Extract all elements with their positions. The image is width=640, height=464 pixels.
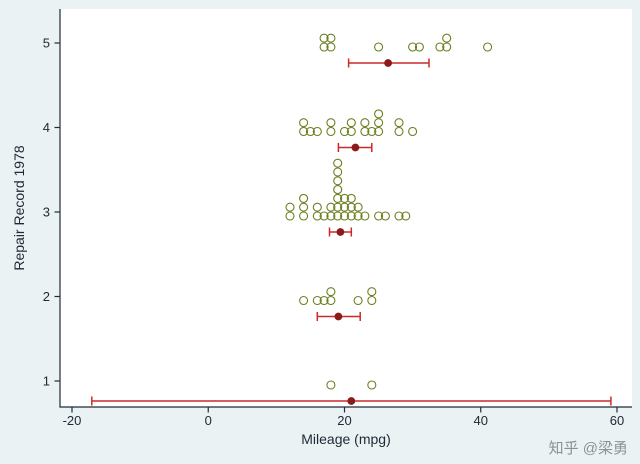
data-point-circle xyxy=(367,295,377,306)
data-point-circle xyxy=(326,33,336,43)
data-point-circle xyxy=(326,118,336,128)
data-point-circle xyxy=(285,211,295,221)
data-point-circle xyxy=(367,380,377,390)
data-point-circle xyxy=(326,211,336,221)
data-point-circle xyxy=(367,287,377,297)
data-point-circle xyxy=(319,33,329,43)
data-point-circle xyxy=(360,126,370,137)
data-point-circle xyxy=(299,126,309,137)
data-point-circle xyxy=(333,202,343,212)
data-point-circle xyxy=(346,126,356,137)
data-point-circle xyxy=(353,295,363,306)
data-point-circle xyxy=(435,42,445,52)
data-point-circle xyxy=(442,42,452,52)
data-point-circle xyxy=(299,211,309,221)
x-tick-label: 20 xyxy=(337,413,351,428)
data-point-circle xyxy=(394,211,404,221)
y-tick-label: 3 xyxy=(43,205,50,220)
data-point-circle xyxy=(326,42,336,52)
data-point-circle xyxy=(312,126,322,137)
x-tick-label: -20 xyxy=(63,413,82,428)
data-point-circle xyxy=(380,211,390,221)
data-point-circle xyxy=(353,211,363,221)
x-tick-label: 0 xyxy=(205,413,212,428)
data-point-circle xyxy=(299,118,309,128)
mean-dot xyxy=(347,397,356,405)
data-point-circle xyxy=(305,126,315,137)
data-point-circle xyxy=(374,118,384,128)
data-point-circle xyxy=(326,380,336,390)
data-point-circle xyxy=(333,211,343,221)
x-tick-label: 40 xyxy=(474,413,488,428)
data-point-circle xyxy=(374,126,384,137)
data-point-circle xyxy=(360,211,370,221)
data-point-circle xyxy=(312,295,322,306)
data-point-circle xyxy=(333,167,343,177)
data-point-circle xyxy=(333,185,343,195)
data-point-circle xyxy=(394,118,404,128)
data-point-circle xyxy=(346,202,356,212)
data-point-circle xyxy=(326,287,336,297)
data-point-circle xyxy=(326,202,336,212)
data-point-circle xyxy=(339,193,350,203)
data-point-circle xyxy=(346,193,356,203)
axis-lines xyxy=(59,9,632,408)
data-point-circle xyxy=(333,193,343,203)
data-point-circle xyxy=(333,176,343,186)
data-point-circle xyxy=(339,202,350,212)
data-point-circle xyxy=(374,109,384,119)
data-point-circle xyxy=(312,202,322,212)
data-point-circle xyxy=(374,42,384,52)
data-point-circle xyxy=(442,33,452,43)
mean-dot xyxy=(336,228,345,236)
data-point-circle xyxy=(483,42,493,52)
data-point-circle xyxy=(299,202,309,212)
data-point-circle xyxy=(367,126,377,137)
data-point-circle xyxy=(319,42,329,52)
x-axis-title: Mileage (mpg) xyxy=(301,431,391,447)
data-point-circle xyxy=(394,126,404,137)
mean-dot xyxy=(334,312,343,321)
data-point-circle xyxy=(319,295,329,306)
data-point-circle xyxy=(346,211,356,221)
data-point-circle xyxy=(333,158,343,168)
data-point-circle xyxy=(285,202,295,212)
data-point-circle xyxy=(319,211,329,221)
data-point-circle xyxy=(414,42,424,52)
y-tick-label: 1 xyxy=(43,374,50,389)
data-point-circle xyxy=(360,118,370,128)
data-point-circle xyxy=(299,193,309,203)
y-tick-label: 4 xyxy=(43,120,50,135)
x-axis-title-wrap: Mileage (mpg) xyxy=(0,431,640,447)
data-point-circle xyxy=(401,211,411,221)
plot-background xyxy=(60,9,632,407)
data-point-circle xyxy=(408,42,418,52)
data-point-circle xyxy=(326,295,336,306)
data-point-circle xyxy=(339,211,350,221)
data-point-circle xyxy=(326,126,336,137)
mean-dot xyxy=(351,143,360,152)
watermark: 知乎 @梁勇 xyxy=(548,440,628,457)
data-point-circle xyxy=(339,126,350,137)
data-point-circle xyxy=(312,211,322,221)
data-point-circle xyxy=(374,211,384,221)
mean-dot xyxy=(384,59,393,67)
data-point-circle xyxy=(408,126,418,137)
y-axis-title: Repair Record 1978 xyxy=(11,145,27,271)
data-point-circle xyxy=(346,118,356,128)
y-tick-label: 5 xyxy=(43,36,50,51)
data-point-circle xyxy=(299,295,309,306)
data-point-circle xyxy=(353,202,363,212)
y-tick-label: 2 xyxy=(43,289,50,304)
x-tick-label: 60 xyxy=(610,413,624,428)
